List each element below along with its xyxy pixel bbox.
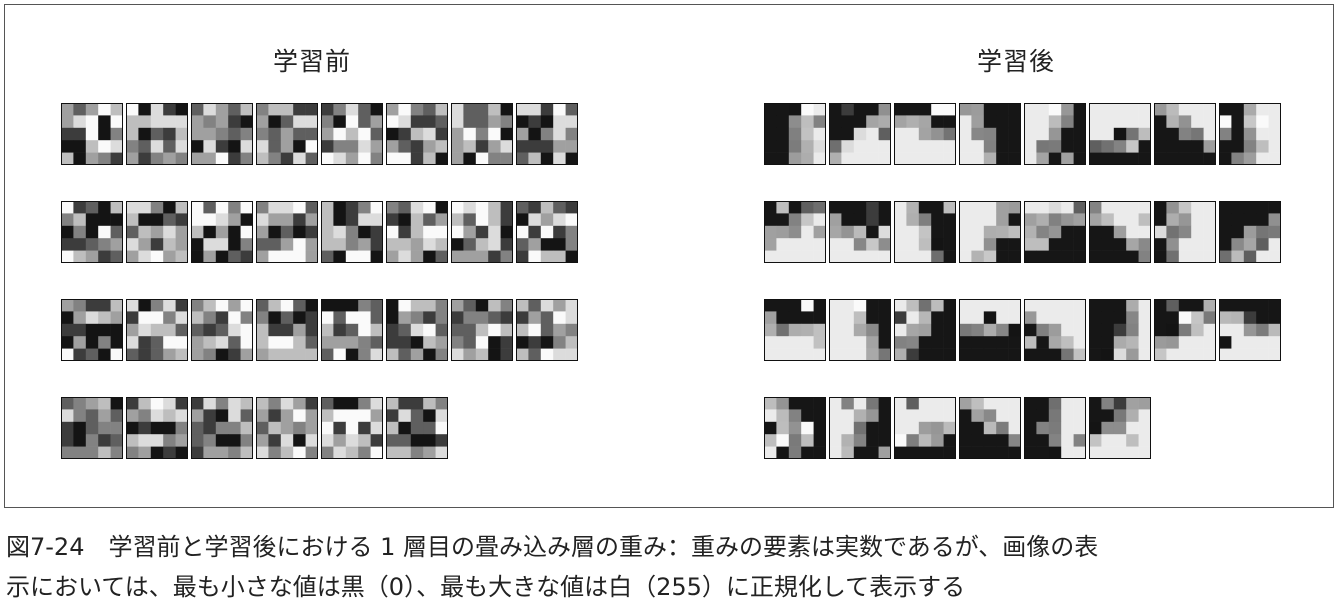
filter-tile (764, 103, 826, 165)
filter-tile (1219, 201, 1281, 263)
figure-caption: 図7-24 学習前と学習後における 1 層目の畳み込み層の重み：重みの要素は実数… (6, 527, 1336, 607)
filter-tile (191, 397, 253, 459)
panel-title-before: 学習前 (273, 47, 352, 76)
figure-frame: 学習前 学習後 (4, 4, 1334, 508)
filter-tile (1219, 103, 1281, 165)
filter-tile (386, 397, 448, 459)
filter-tile (959, 103, 1021, 165)
filter-tile (894, 201, 956, 263)
filter-tile (451, 299, 513, 361)
filter-tile (386, 201, 448, 263)
filter-tile (516, 103, 578, 165)
filter-tile (959, 299, 1021, 361)
filter-tile (126, 201, 188, 263)
filter-tile (894, 397, 956, 459)
caption-line-1: 図7-24 学習前と学習後における 1 層目の畳み込み層の重み：重みの要素は実数… (6, 533, 1099, 561)
caption-line-2: 示においては、最も小さな値は黒（0）、最も大きな値は白（255）に正規化して表示… (6, 573, 966, 601)
filter-tile (1089, 201, 1151, 263)
filter-tile (959, 397, 1021, 459)
filter-tile (61, 299, 123, 361)
filter-tile (829, 299, 891, 361)
filter-tile (829, 103, 891, 165)
filter-tile (191, 299, 253, 361)
filter-tile (1089, 103, 1151, 165)
filter-tile (1154, 201, 1216, 263)
filter-tile (1219, 299, 1281, 361)
filter-tile (1024, 201, 1086, 263)
filter-tile (126, 397, 188, 459)
filter-tile (894, 103, 956, 165)
filter-tile (764, 201, 826, 263)
filter-tile (516, 299, 578, 361)
filter-tile (321, 103, 383, 165)
filter-tile (829, 397, 891, 459)
filter-tile (61, 201, 123, 263)
filter-tile (764, 299, 826, 361)
filter-tile (386, 299, 448, 361)
filter-tile (516, 201, 578, 263)
panel-title-after: 学習後 (977, 47, 1056, 76)
filter-tile (1089, 397, 1151, 459)
filter-tile (959, 201, 1021, 263)
filter-tile (451, 201, 513, 263)
filter-tile (321, 299, 383, 361)
filter-tile (191, 103, 253, 165)
filter-tile (126, 299, 188, 361)
filter-tile (894, 299, 956, 361)
filter-tile (386, 103, 448, 165)
filter-tile (1024, 397, 1086, 459)
filter-tile (1154, 299, 1216, 361)
filter-tile (126, 103, 188, 165)
filter-tile (61, 103, 123, 165)
filter-tile (451, 103, 513, 165)
filter-tile (256, 201, 318, 263)
filter-tile (1024, 299, 1086, 361)
filter-tile (256, 299, 318, 361)
filter-tile (764, 397, 826, 459)
filter-tile (1089, 299, 1151, 361)
filter-tile (321, 397, 383, 459)
filter-tile (829, 201, 891, 263)
filter-tile (61, 397, 123, 459)
filter-tile (256, 103, 318, 165)
filter-tile (191, 201, 253, 263)
filter-tile (1024, 103, 1086, 165)
filter-tile (256, 397, 318, 459)
filter-tile (1154, 103, 1216, 165)
filter-tile (321, 201, 383, 263)
